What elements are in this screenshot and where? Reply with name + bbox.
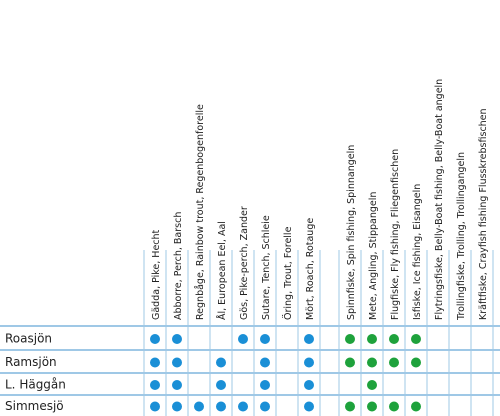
fish-dot	[172, 357, 182, 368]
fish-dot	[304, 401, 314, 412]
fish-dot	[150, 380, 160, 390]
method-dot	[345, 357, 355, 368]
method-dot	[389, 401, 399, 412]
fish-dot	[150, 401, 160, 412]
column-header: Spinnfiske, Spin fishing, Spinnangeln	[346, 145, 357, 320]
row-label: Ramsjön	[5, 355, 57, 369]
column-header: Mete, Angling, Stippangeln	[368, 192, 379, 320]
column-header: Sutare, Tench, Schleie	[261, 215, 272, 320]
fish-dot	[304, 334, 314, 344]
method-dot	[389, 357, 399, 368]
fish-dot	[238, 334, 248, 344]
fish-dot	[216, 357, 226, 368]
method-dot	[367, 380, 377, 390]
column-header: Öring, Trout, Forelle	[283, 226, 294, 320]
fish-dot	[172, 380, 182, 390]
fish-dot	[172, 334, 182, 344]
method-dot	[411, 357, 421, 368]
fish-dot	[194, 401, 204, 412]
method-dot	[411, 401, 421, 412]
method-dot	[389, 334, 399, 344]
fish-dot	[238, 401, 248, 412]
method-dot	[367, 401, 377, 412]
row-label: Simmesjö	[5, 399, 64, 413]
column-header: Mört, Roach, Rotauge	[305, 218, 316, 320]
fish-dot	[172, 401, 182, 412]
method-dot	[411, 334, 421, 344]
fish-dot	[260, 357, 270, 368]
fish-dot	[260, 334, 270, 344]
column-header: Abborre, Perch, Barsch	[173, 212, 184, 320]
fish-dot	[216, 401, 226, 412]
column-header: Flugfiske, Fly fishing, Fliegenfischen	[390, 149, 401, 320]
row-label: Roasjön	[5, 332, 52, 346]
fish-dot	[260, 380, 270, 390]
column-header: Trollingfiske, Trolling, Trollingangeln	[456, 152, 467, 321]
column-header: Flytringsfiske, Belly-Boat fishing, Bell…	[434, 79, 445, 320]
column-header: Ål, European Eel, Aal	[216, 221, 228, 320]
fish-dot	[150, 357, 160, 368]
fish-dot	[260, 401, 270, 412]
column-header: Isfiske, Ice fishing, Eisangeln	[412, 184, 423, 320]
method-dot	[367, 334, 377, 344]
row-label: L. Häggån	[5, 378, 66, 392]
method-dot	[345, 334, 355, 344]
fish-dot	[150, 334, 160, 344]
column-header: Gös, Pike-perch, Zander	[239, 206, 250, 320]
method-dot	[345, 401, 355, 412]
column-header: Kräftfiske, Crayfish fishing Flusskrebsf…	[478, 108, 489, 320]
column-header: Gädda, Pike, Hecht	[151, 229, 162, 320]
method-dot	[367, 357, 377, 368]
fish-dot	[216, 380, 226, 390]
fish-dot	[304, 380, 314, 390]
column-header: Regnbåge, Rainbow trout, Regenbogenforel…	[195, 104, 206, 320]
fish-dot	[304, 357, 314, 368]
